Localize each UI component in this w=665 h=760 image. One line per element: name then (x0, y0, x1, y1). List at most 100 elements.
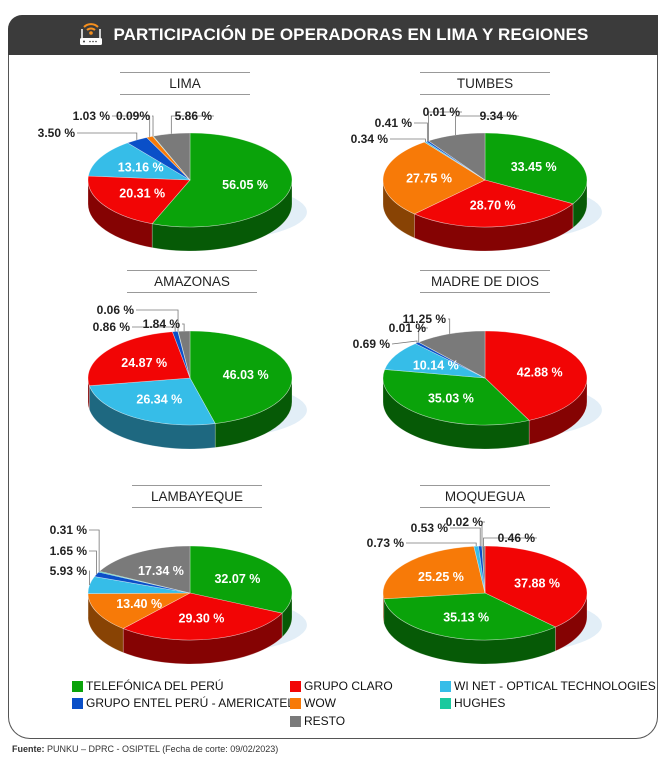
pie-slice-winet (88, 142, 191, 181)
leader-line (450, 527, 481, 547)
leader-line (136, 309, 179, 332)
leader-line (77, 132, 138, 140)
data-label: 0.41 % (375, 116, 413, 130)
data-label: 5.93 % (50, 564, 88, 578)
chart-title: LAMBAYEQUE (132, 485, 262, 508)
data-label: 42.88 % (517, 365, 563, 379)
legend-item-claro: GRUPO CLARO (290, 679, 393, 693)
source-note: Fuente: PUNKU – DPRC - OSIPTEL (Fecha de… (12, 744, 278, 754)
data-label: 1.65 % (50, 544, 88, 558)
legend-item-hughes: HUGHES (440, 696, 505, 710)
data-label: 3.50 % (38, 126, 76, 140)
legend-item-winet: WI NET - OPTICAL TECHNOLOGIES (440, 679, 656, 693)
pie-slice-resto (98, 545, 191, 594)
leader-line (89, 529, 100, 572)
chart-title: LIMA (120, 72, 250, 95)
pie-slice-telefonica (189, 545, 293, 614)
data-label: 0.02 % (446, 515, 484, 529)
data-label: 35.03 % (428, 392, 474, 406)
data-label: 29.30 % (179, 611, 225, 625)
data-label: 1.03 % (73, 109, 111, 123)
legend-label: WOW (304, 696, 336, 710)
pie-slice-claro (87, 175, 191, 224)
data-label: 10.14 % (413, 359, 459, 373)
charts-panel (8, 55, 658, 739)
pie-chart-tumbes: 33.45 % 28.70 % 27.75 % 0.34 % 0.41 % 0.01 % 9… (351, 105, 602, 252)
legend-swatch (290, 680, 301, 692)
leader-line (112, 115, 151, 137)
leader-line (448, 318, 451, 334)
legend-label: WI NET - OPTICAL TECHNOLOGIES (454, 679, 656, 693)
source-label: Fuente: (12, 744, 45, 754)
pie-chart-moquegua: 37.88 % 35.13 % 25.25 % 0.73 % 0.53 %0.02 % 0… (367, 515, 602, 665)
leader-line (89, 550, 97, 575)
pie-chart-madre-de-dios: 42.88 % 35.03 % 10.14 % 0.69 % 0.01 %11.25 % (353, 312, 602, 450)
legend-swatch (290, 715, 301, 727)
pie-slice-telefonica (382, 369, 530, 426)
data-label: 9.34 % (480, 109, 518, 123)
leader-line (390, 138, 426, 142)
pie-slice-wow (382, 141, 486, 215)
data-label: 32.07 % (214, 572, 260, 586)
data-label: 5.86 % (175, 109, 213, 123)
leader-line (406, 542, 477, 547)
legend-swatch (72, 680, 83, 692)
leader-line (483, 537, 537, 547)
leader-line (391, 340, 418, 345)
pie-chart-amazonas: 46.03 % 26.34 % 24.87 % 0.86 % 0.06 % 1.84 % (87, 303, 307, 450)
leader-line (455, 115, 519, 136)
data-label: 28.70 % (470, 199, 516, 213)
data-label: 0.01 % (423, 105, 461, 119)
data-label: 0.73 % (367, 536, 405, 550)
data-label: 0.69 % (353, 337, 391, 351)
pie-slice-telefonica (189, 330, 293, 424)
pie-slice-winet (88, 377, 216, 426)
legend-item-wow: WOW (290, 696, 336, 710)
pie-chart-lima: 56.05 % 20.31 % 13.16 % 3.50 % 1.03 % 0.09% 5.… (38, 109, 307, 252)
data-label: 0.09% (116, 109, 150, 123)
pie-slice-wow (87, 592, 191, 629)
data-label: 17.34 % (138, 564, 184, 578)
data-label: 0.31 % (50, 523, 88, 537)
data-label: 1.84 % (143, 317, 181, 331)
leader-line (414, 122, 428, 142)
pie-slice-claro (484, 330, 588, 421)
data-label: 37.88 % (514, 576, 560, 590)
data-label: 13.16 % (118, 161, 164, 175)
data-label: 0.53 % (411, 521, 449, 535)
legend-label: GRUPO ENTEL PERÚ - AMERICATEL (86, 696, 295, 710)
pie-slice-resto (418, 330, 486, 379)
pie-slice-telefonica (484, 132, 588, 205)
data-label: 33.45 % (511, 160, 557, 174)
data-label: 46.03 % (223, 368, 269, 382)
data-label: 0.06 % (97, 303, 135, 317)
legend-swatch (72, 697, 83, 709)
leader-line (152, 115, 154, 137)
page-title: PARTICIPACIÓN DE OPERADORAS EN LIMA Y RE… (113, 25, 589, 44)
pie-slice-telefonica (151, 132, 293, 228)
data-label: 0.46 % (498, 531, 536, 545)
data-label: 20.31 % (119, 187, 165, 201)
data-label: 11.25 % (403, 312, 447, 326)
data-label: 13.40 % (116, 597, 162, 611)
legend-item-telefonica: TELEFÓNICA DEL PERÚ (72, 679, 224, 693)
header-bar: PARTICIPACIÓN DE OPERADORAS EN LIMA Y RE… (8, 15, 658, 55)
data-label: 56.05 % (222, 178, 268, 192)
legend-swatch (440, 697, 451, 709)
legend-item-entel: GRUPO ENTEL PERÚ - AMERICATEL (72, 696, 294, 710)
pie-slice-wow (382, 545, 486, 600)
legend-label: HUGHES (454, 696, 506, 710)
pie-slice-claro (87, 331, 191, 387)
leader-line (182, 323, 185, 332)
pie-chart-lambayeque: 32.07 % 29.30 % 13.40 % 5.93 % 1.65 % 0.31 % 1… (50, 523, 307, 665)
leader-line (481, 521, 485, 547)
chart-title: AMAZONAS (127, 270, 257, 293)
data-label: 24.87 % (121, 356, 167, 370)
pie-slice-telefonica (383, 592, 557, 641)
source-text: PUNKU – DPRC - OSIPTEL (Fecha de corte: … (44, 744, 279, 754)
legend-label: GRUPO CLARO (304, 679, 393, 693)
legend-swatch (440, 680, 451, 692)
chart-title: MOQUEGUA (420, 485, 550, 508)
leader-line (170, 115, 214, 134)
leader-line (132, 326, 176, 332)
